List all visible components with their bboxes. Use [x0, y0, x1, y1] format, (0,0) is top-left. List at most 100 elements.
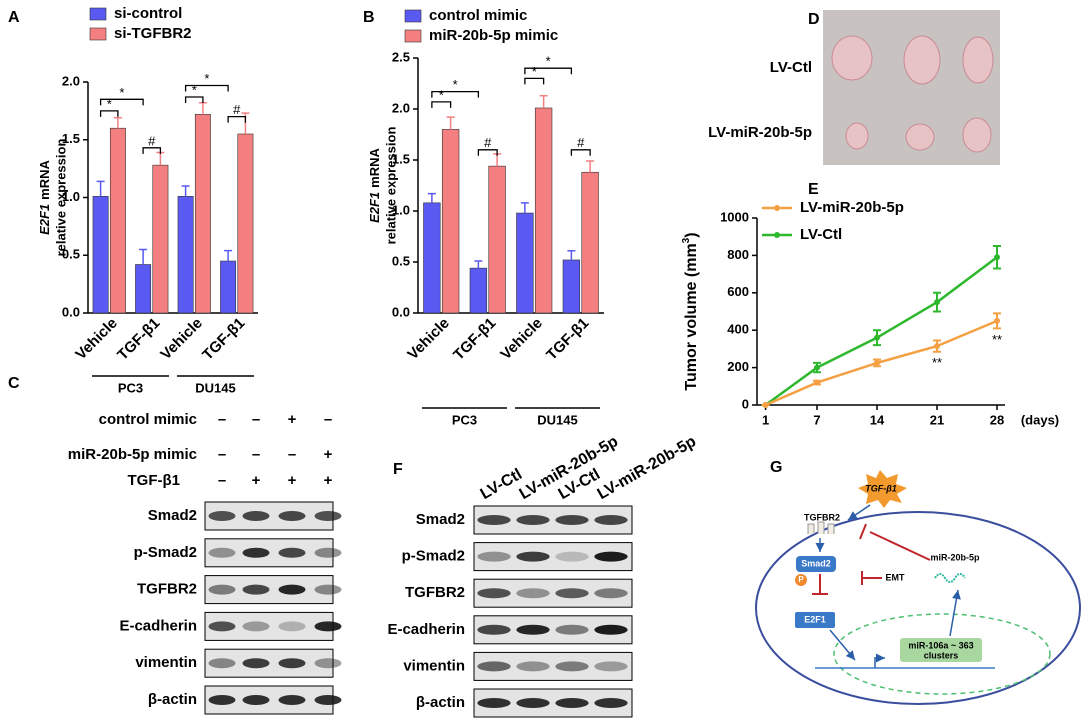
- legend-swatch: [404, 29, 422, 43]
- y-axis-label: E2F1 mRNA: [37, 159, 52, 234]
- x-tick-label: 21: [930, 412, 944, 427]
- significance-bracket: [142, 147, 162, 154]
- error-bar: [474, 260, 483, 269]
- ligand: TGF-β1: [865, 483, 897, 493]
- point: [994, 254, 1000, 261]
- significance-bracket: [524, 67, 573, 75]
- panel-label: B: [363, 9, 375, 26]
- y-axis-label-end: ): [683, 232, 700, 237]
- blot-band: [208, 547, 236, 558]
- smad: Smad2: [801, 558, 831, 568]
- y-tick-label: 0: [742, 396, 749, 411]
- point: [762, 402, 769, 408]
- error-bar: [567, 250, 576, 260]
- legend-label: LV-miR-20b-5p: [800, 199, 904, 216]
- blot-band: [516, 624, 550, 635]
- significance-mark: *: [546, 54, 551, 69]
- blot-band: [314, 584, 342, 595]
- condition-sign: –: [288, 446, 296, 463]
- blot-band: [208, 584, 236, 595]
- y-tick-label: 0.5: [392, 253, 410, 268]
- blot-band: [516, 588, 550, 599]
- blot-label: β-actin: [148, 691, 197, 708]
- y-axis-label-sup: 3: [681, 237, 692, 243]
- blot-band: [208, 621, 236, 632]
- blot-band: [278, 695, 306, 705]
- condition-label: miR-20b-5p mimic: [68, 446, 197, 463]
- significance-bracket: [524, 77, 545, 85]
- legend-swatch: [89, 27, 107, 41]
- bar: [581, 171, 599, 314]
- significance-bracket: [184, 96, 204, 104]
- blot-band: [477, 661, 511, 672]
- blot-band: [242, 658, 270, 669]
- y-tick-label: 2.0: [392, 100, 410, 115]
- significance-mark: #: [233, 102, 241, 117]
- blot-label: vimentin: [135, 654, 197, 671]
- point: [814, 379, 820, 386]
- error-bar: [156, 151, 165, 166]
- group-label: DU145: [195, 380, 235, 395]
- legend-marker: [774, 205, 780, 211]
- point: [814, 364, 820, 371]
- blot-band: [555, 698, 589, 708]
- y-tick-label: 200: [727, 359, 749, 374]
- panel-label: G: [770, 459, 782, 476]
- legend-label: miR-20b-5p mimic: [429, 27, 558, 44]
- blot-band: [594, 698, 628, 708]
- group-label: PC3: [452, 412, 477, 427]
- blot-label: E-cadherin: [387, 621, 465, 638]
- error-bar: [427, 192, 436, 203]
- blot-band: [314, 511, 342, 521]
- x-tick-label: 14: [870, 412, 885, 427]
- series-line: [765, 319, 998, 407]
- blot-band: [516, 551, 550, 562]
- lane-label: LV-Ctl: [478, 466, 526, 503]
- x-tick-label: TGF-β1: [114, 315, 163, 364]
- significance-bracket: [477, 149, 498, 156]
- condition-label: control mimic: [99, 411, 197, 428]
- x-axis-label: (days): [1021, 412, 1059, 427]
- blot-band: [555, 624, 589, 635]
- blot-band: [555, 661, 589, 672]
- condition-sign: +: [324, 446, 333, 463]
- blot-band: [242, 547, 270, 558]
- x-tick-label: Vehicle: [497, 315, 546, 364]
- blot-band: [208, 658, 236, 669]
- bar: [441, 129, 460, 314]
- blot-band: [555, 515, 589, 525]
- y-tick-label: 2.5: [392, 49, 410, 64]
- bar: [135, 264, 152, 314]
- bar: [562, 259, 581, 314]
- blot-band: [594, 551, 628, 562]
- blot-band: [278, 658, 306, 669]
- error-bar: [113, 117, 122, 129]
- group-label: PC3: [118, 380, 143, 395]
- panel-label: C: [8, 375, 20, 392]
- bar: [220, 260, 237, 314]
- blot-band: [594, 661, 628, 672]
- blot-band: [242, 584, 270, 595]
- significance-mark: #: [484, 135, 492, 150]
- y-tick-label: 600: [727, 284, 749, 299]
- blot-band: [314, 658, 342, 669]
- error-bar: [586, 160, 595, 173]
- group-label: DU145: [537, 412, 577, 427]
- blot-band: [516, 698, 550, 708]
- blot-band: [594, 624, 628, 635]
- significance-bracket: [431, 101, 452, 108]
- photo-label: LV-miR-20b-5p: [708, 124, 812, 141]
- blot-label: TGFBR2: [405, 584, 465, 601]
- blot-band: [477, 624, 511, 635]
- significance-bracket: [99, 98, 144, 106]
- blot-band: [242, 695, 270, 705]
- blot-band: [594, 588, 628, 599]
- condition-sign: +: [288, 411, 297, 428]
- significance-mark: **: [932, 355, 942, 370]
- bar: [177, 196, 194, 314]
- significance-bracket: [184, 84, 229, 92]
- significance-mark: *: [107, 96, 112, 111]
- blot-label: Smad2: [416, 511, 465, 528]
- bar: [423, 202, 441, 314]
- y-tick-label: 1.0: [392, 202, 410, 217]
